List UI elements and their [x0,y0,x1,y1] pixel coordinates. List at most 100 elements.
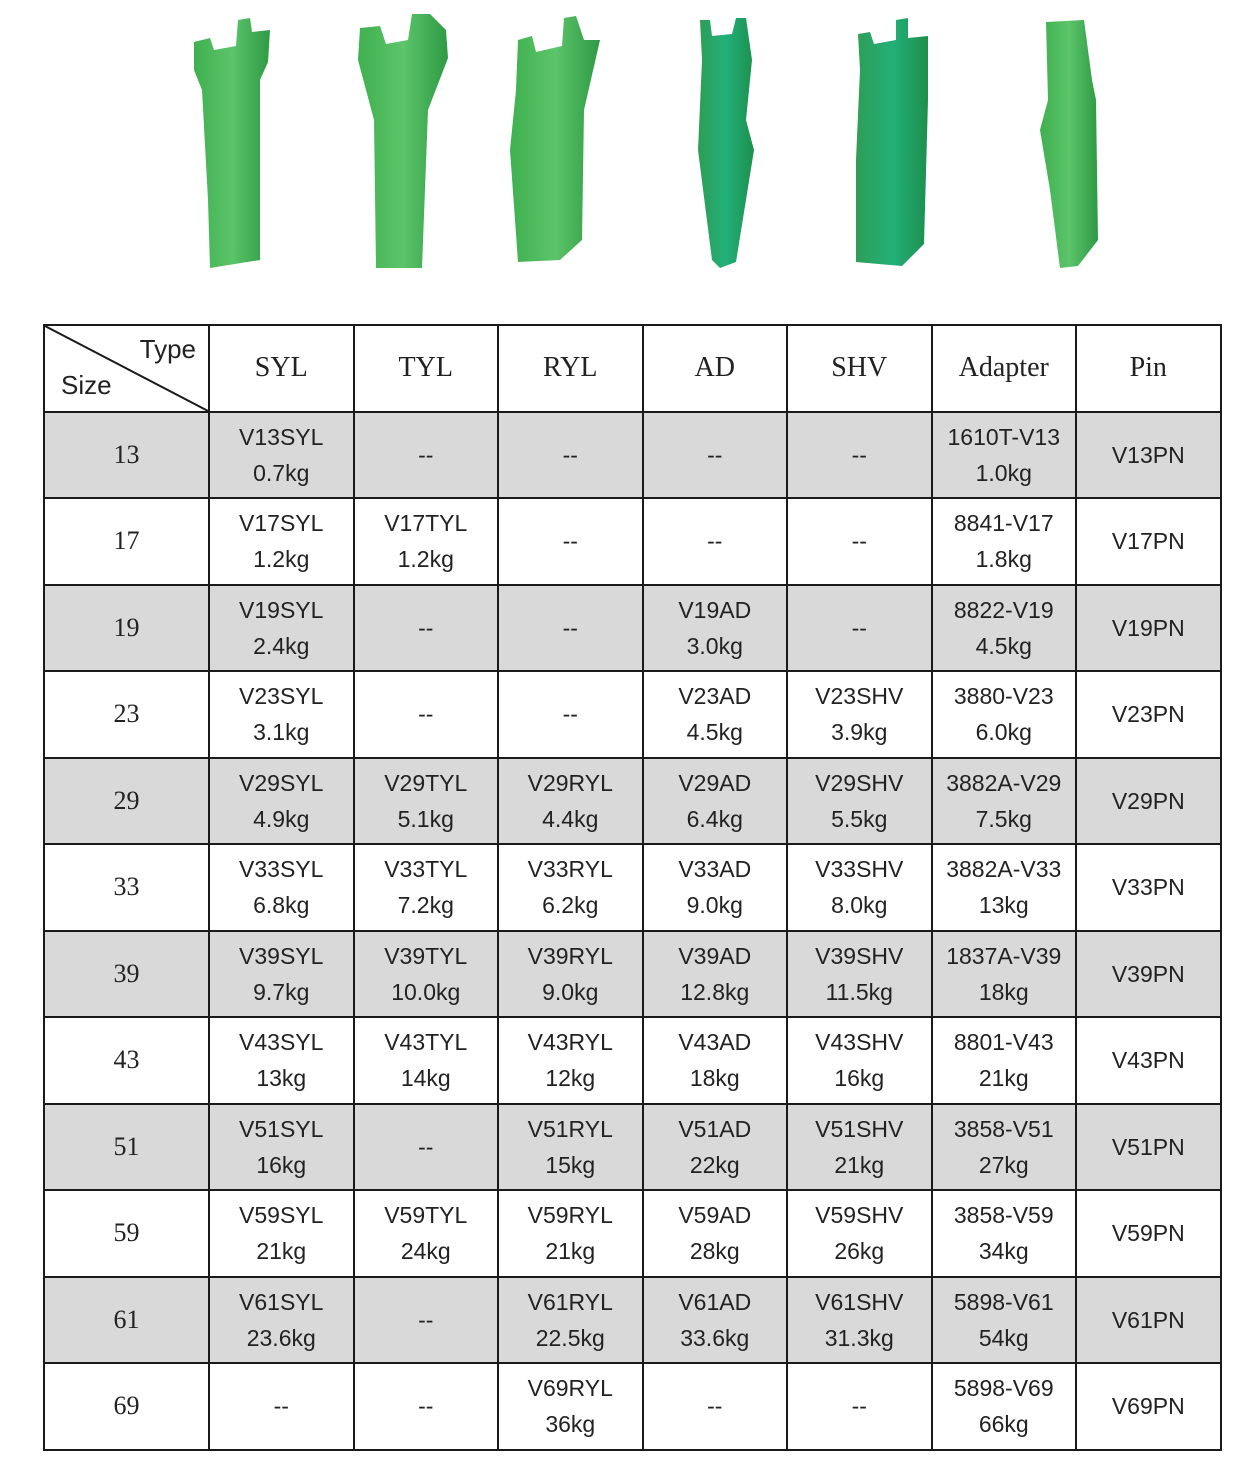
column-header-pin: Pin [1075,324,1222,413]
part-weight: 31.3kg [824,1324,894,1351]
table-row: 29 V29SYL 4.9kg V29TYL 5.1kg V29RYL 4.4kg V29AD… [43,756,1222,845]
part-weight: 22.5kg [535,1324,605,1351]
part-code: 3880-V23 [953,683,1054,710]
column-header-shv: SHV [786,324,933,413]
part-code: 3882A-V33 [946,856,1062,883]
part-code: -- [418,441,434,468]
table-cell: V23SYL 3.1kg [208,670,355,759]
part-code: V17PN [1111,528,1185,555]
part-weight: 1.2kg [397,546,454,573]
table-cell: V23AD 4.5kg [641,670,788,759]
part-code: -- [562,701,578,728]
table-cell: -- [786,497,933,586]
part-code: V59PN [1111,1220,1185,1247]
part-weight: 21kg [256,1238,307,1265]
part-weight: 21kg [978,1065,1029,1092]
size-cell: 69 [43,1362,210,1451]
part-weight: 9.0kg [686,892,743,919]
size-cell: 13 [43,410,210,499]
table-cell: V19SYL 2.4kg [208,583,355,672]
part-code: V69PN [1111,1393,1185,1420]
part-weight: 16kg [834,1065,885,1092]
table-cell: 3858-V51 27kg [930,1102,1077,1191]
part-code: -- [418,1393,434,1420]
part-weight: 7.2kg [397,892,454,919]
part-weight: 27kg [978,1151,1029,1178]
part-weight: 4.5kg [975,632,1032,659]
part-code: V59TYL [384,1202,468,1229]
part-code: V23PN [1111,701,1185,728]
table-cell: V61SHV 31.3kg [786,1275,933,1364]
table-cell: 3858-V59 34kg [930,1189,1077,1278]
part-weight: 36kg [545,1411,596,1438]
part-weight: 24kg [400,1238,451,1265]
part-weight: 12kg [545,1065,596,1092]
table-cell: V17TYL 1.2kg [352,497,499,586]
table-cell: V13PN [1075,410,1222,499]
part-code: -- [851,441,867,468]
part-code: 3858-V51 [953,1115,1054,1142]
part-weight: 18kg [689,1065,740,1092]
table-cell: V17PN [1075,497,1222,586]
part-code: V33TYL [384,856,468,883]
part-code: V13PN [1111,441,1185,468]
part-code: V51SHV [815,1115,904,1142]
part-weight: 23.6kg [246,1324,316,1351]
part-code: V13SYL [239,423,324,450]
size-cell: 17 [43,497,210,586]
part-code: V23SHV [815,683,904,710]
table-cell: V33SHV 8.0kg [786,843,933,932]
part-code: V39TYL [384,942,468,969]
ad-tooth-image [698,18,754,268]
size-cell: 39 [43,929,210,1018]
table-cell: -- [352,1362,499,1451]
part-weight: 66kg [978,1411,1029,1438]
table-row: 69 -- -- V69RYL 36kg -- -- 5898-V69 66kg V69PN [43,1362,1222,1451]
part-code: V61SHV [815,1288,904,1315]
part-code: V59AD [678,1202,752,1229]
size-cell: 33 [43,843,210,932]
table-cell: V33RYL 6.2kg [497,843,644,932]
part-code: V23SYL [239,683,324,710]
part-code: V51AD [678,1115,752,1142]
table-cell: -- [641,410,788,499]
part-code: V61RYL [527,1288,613,1315]
table-cell: 1610T-V13 1.0kg [930,410,1077,499]
part-weight: 4.5kg [686,719,743,746]
part-code: -- [707,1393,723,1420]
part-code: -- [273,1393,289,1420]
part-weight: 28kg [689,1238,740,1265]
table-cell: V43PN [1075,1016,1222,1105]
part-weight: 13kg [978,892,1029,919]
table-cell: V59RYL 21kg [497,1189,644,1278]
part-weight: 6.4kg [686,805,743,832]
table-row: 19 V19SYL 2.4kg -- -- V19AD 3.0kg -- 8822-V19 4.5… [43,583,1222,672]
table-cell: V19PN [1075,583,1222,672]
part-weight: 1.2kg [253,546,310,573]
part-weight: 34kg [978,1238,1029,1265]
type-label: Type [139,334,196,364]
part-code: V39SYL [239,942,324,969]
table-cell: V19AD 3.0kg [641,583,788,672]
part-weight: 7.5kg [975,805,1032,832]
table-cell: 1837A-V39 18kg [930,929,1077,1018]
tyl-tooth-image [358,14,448,268]
part-weight: 4.9kg [253,805,310,832]
table-cell: 3880-V23 6.0kg [930,670,1077,759]
part-weight: 11.5kg [825,978,893,1005]
part-code: 8822-V19 [953,596,1054,623]
part-code: -- [418,614,434,641]
part-weight: 10.0kg [391,978,461,1005]
column-header-adapter: Adapter [930,324,1077,413]
part-weight: 6.8kg [253,892,310,919]
table-cell: V39PN [1075,929,1222,1018]
table-cell: V69RYL 36kg [497,1362,644,1451]
part-weight: 14kg [400,1065,451,1092]
table-cell: V43SYL 13kg [208,1016,355,1105]
part-weight: 16kg [256,1151,307,1178]
table-cell: V29RYL 4.4kg [497,756,644,845]
table-cell: V61AD 33.6kg [641,1275,788,1364]
table-cell: V33PN [1075,843,1222,932]
table-row: 23 V23SYL 3.1kg -- -- V23AD 4.5kg V23SHV 3.9kg 38… [43,670,1222,759]
table-cell: V43TYL 14kg [352,1016,499,1105]
